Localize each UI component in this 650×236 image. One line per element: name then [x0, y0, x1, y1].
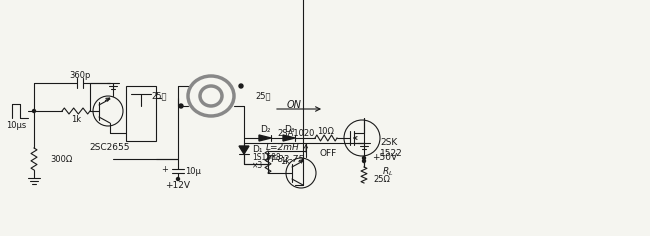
Text: 2SK
1522: 2SK 1522	[380, 138, 403, 158]
Polygon shape	[283, 135, 295, 141]
Text: FT-82-75: FT-82-75	[266, 155, 305, 164]
Circle shape	[32, 110, 36, 113]
Text: +: +	[161, 164, 168, 173]
Polygon shape	[259, 135, 271, 141]
Bar	[126, 86, 156, 141]
Text: +12V: +12V	[166, 181, 190, 190]
Text: 10μ: 10μ	[185, 167, 201, 176]
Text: L=2mH: L=2mH	[266, 143, 300, 152]
Circle shape	[179, 104, 183, 108]
Text: D₂: D₂	[260, 125, 270, 134]
Text: 1S1588: 1S1588	[252, 153, 281, 163]
Text: $R_L$: $R_L$	[382, 166, 393, 178]
Text: 2SA1020: 2SA1020	[278, 128, 315, 138]
Text: ×3: ×3	[252, 161, 263, 170]
Text: +50V: +50V	[372, 153, 397, 163]
Circle shape	[239, 84, 243, 88]
Ellipse shape	[200, 86, 222, 106]
Circle shape	[177, 177, 179, 181]
Text: 360p: 360p	[70, 72, 91, 80]
Text: ON: ON	[287, 100, 302, 110]
Circle shape	[363, 156, 365, 160]
Text: OFF: OFF	[319, 148, 336, 157]
Text: 300Ω: 300Ω	[50, 155, 72, 164]
Text: 1k: 1k	[280, 157, 290, 167]
Circle shape	[363, 160, 365, 163]
Text: 10μs: 10μs	[6, 122, 26, 131]
Text: D₃: D₃	[284, 125, 294, 134]
Text: 1k: 1k	[71, 114, 81, 123]
Text: 2SC2655: 2SC2655	[90, 143, 130, 152]
Polygon shape	[239, 146, 249, 154]
Text: 25Ω: 25Ω	[374, 174, 391, 184]
Text: 25匹: 25匹	[255, 92, 270, 101]
Text: 10Ω: 10Ω	[318, 126, 335, 135]
Text: D₁: D₁	[252, 146, 263, 155]
Text: 25匹: 25匹	[151, 92, 167, 101]
